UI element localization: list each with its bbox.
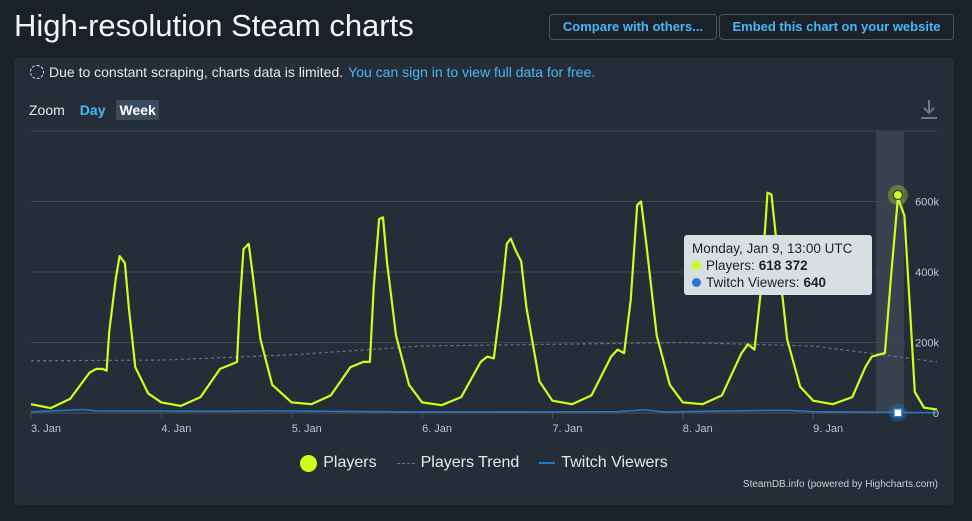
players-hover-point	[892, 190, 903, 201]
x-tick-label: 9. Jan	[813, 423, 843, 435]
tooltip-twitch-label: Twitch Viewers:	[706, 275, 800, 290]
legend-players-label: Players	[323, 454, 377, 471]
chart-tooltip: Monday, Jan 9, 13:00 UTC Players: 618 37…	[684, 235, 872, 295]
series-players	[30, 191, 938, 411]
sign-in-link[interactable]: You can sign in to view full data for fr…	[348, 64, 596, 80]
y-tick-label: 200k	[915, 338, 939, 350]
x-tick-label: 5. Jan	[292, 423, 322, 435]
players-legend-icon	[300, 454, 318, 472]
chart-credit[interactable]: SteamDB.info (powered by Highcharts.com)	[742, 479, 938, 490]
zoom-controls: Zoom Day Week	[29, 100, 167, 120]
players-point-icon	[692, 261, 701, 270]
tooltip-players-label: Players:	[706, 258, 755, 273]
chart-legend: Players Players Trend Twitch Viewers	[14, 454, 954, 472]
twitch-hover-point	[893, 408, 903, 418]
compare-button[interactable]: Compare with others...	[549, 14, 717, 40]
embed-chart-button[interactable]: Embed this chart on your website	[719, 14, 954, 40]
x-tick-label: 4. Jan	[161, 423, 191, 435]
tooltip-date: Monday, Jan 9, 13:00 UTC	[692, 241, 853, 256]
zoom-day-button[interactable]: Day	[79, 102, 106, 118]
chart-card: Due to constant scraping, charts data is…	[14, 58, 954, 505]
series-twitch-viewers	[30, 408, 938, 414]
notice-text: Due to constant scraping, charts data is…	[49, 64, 344, 80]
x-tick-label: 6. Jan	[422, 423, 452, 435]
y-tick-label: 0	[933, 408, 939, 420]
legend-trend-label: Players Trend	[420, 454, 520, 471]
legend-item-twitch[interactable]: Twitch Viewers	[539, 454, 668, 472]
hover-highlight-band	[876, 131, 904, 413]
x-tick-label: 8. Jan	[683, 423, 713, 435]
legend-item-players[interactable]: Players	[300, 454, 377, 472]
tooltip-twitch-value: 640	[803, 275, 827, 290]
twitch-legend-icon	[539, 462, 556, 464]
tooltip-players-value: 618 372	[758, 258, 808, 273]
y-tick-label: 600k	[915, 197, 939, 209]
page-title: High-resolution Steam charts	[14, 8, 414, 43]
series-players-trend	[30, 341, 938, 363]
download-icon[interactable]	[919, 98, 939, 120]
zoom-week-button[interactable]: Week	[116, 100, 159, 120]
trend-legend-icon	[396, 462, 415, 464]
y-tick-label: 400k	[915, 267, 939, 279]
legend-item-trend[interactable]: Players Trend	[396, 454, 520, 472]
loading-spinner-icon	[30, 65, 44, 79]
x-tick-label: 3. Jan	[31, 423, 61, 435]
zoom-label: Zoom	[29, 102, 65, 118]
x-tick-label: 7. Jan	[552, 423, 582, 435]
players-chart[interactable]: 0 200k 400k 600k 3. Jan 4. Jan 5. Jan 6. Jan 7. …	[14, 58, 954, 505]
legend-twitch-label: Twitch Viewers	[561, 454, 668, 471]
twitch-point-icon	[692, 278, 701, 287]
data-limit-notice: Due to constant scraping, charts data is…	[30, 64, 595, 80]
